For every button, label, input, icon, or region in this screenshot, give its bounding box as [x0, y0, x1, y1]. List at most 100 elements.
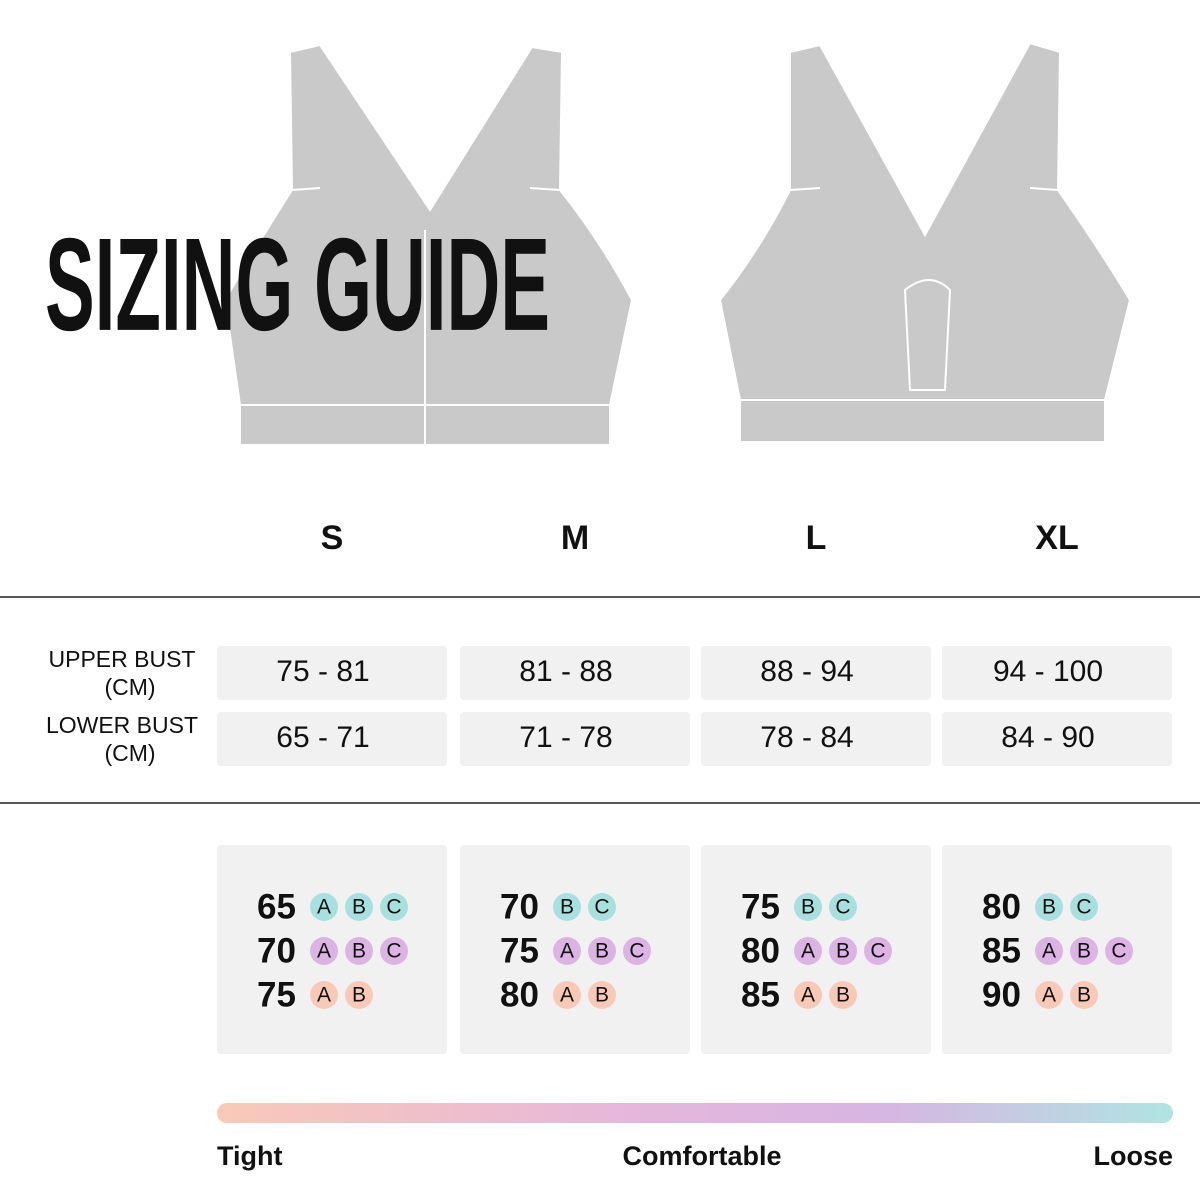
value-cell: [942, 712, 1172, 766]
band-size: 85: [982, 931, 1021, 970]
cup-badge: [588, 981, 616, 1009]
cup-badge: [794, 981, 822, 1009]
cup-badge: [1070, 937, 1098, 965]
band-size: 90: [982, 975, 1021, 1014]
band-size: 65: [257, 887, 296, 926]
cup-letter: C: [629, 940, 644, 963]
size-label: XL: [1035, 519, 1078, 557]
cup-badge: [1035, 981, 1063, 1009]
row-unit: (CM): [104, 674, 155, 700]
value-text: 88 - 94: [760, 655, 853, 688]
cup-badge: [829, 893, 857, 921]
value-cell: [942, 646, 1172, 700]
row-label: UPPER BUST: [49, 646, 196, 672]
cup-badge: [1105, 937, 1133, 965]
value-text: 65 - 71: [276, 721, 369, 754]
value-cell: [460, 712, 690, 766]
value-text: 71 - 78: [519, 721, 612, 754]
band-size: 75: [257, 975, 296, 1014]
value-cell: [701, 712, 931, 766]
cup-letter: B: [1077, 940, 1091, 963]
band-size: 75: [741, 887, 780, 926]
cup-letter: C: [870, 940, 885, 963]
cup-letter: A: [1042, 984, 1056, 1007]
cup-letter: C: [835, 896, 850, 919]
value-text: 94 - 100: [993, 655, 1103, 688]
cup-badge: [345, 893, 373, 921]
cup-badge: [345, 981, 373, 1009]
value-cell: [217, 712, 447, 766]
cup-badge: [794, 893, 822, 921]
cup-letter: C: [1076, 896, 1091, 919]
value-cell: [217, 646, 447, 700]
band-size: 80: [741, 931, 780, 970]
value-text: 84 - 90: [1001, 721, 1094, 754]
front-illustration: [223, 43, 634, 446]
cup-letter: A: [801, 940, 815, 963]
band-size: 80: [500, 975, 539, 1014]
size-label: L: [806, 519, 827, 557]
cup-badge: [623, 937, 651, 965]
cup-badge: [310, 981, 338, 1009]
cup-badge: [794, 937, 822, 965]
cup-badge: [380, 937, 408, 965]
cup-badge: [1035, 893, 1063, 921]
cup-badge: [864, 937, 892, 965]
cup-letter: B: [836, 984, 850, 1007]
cup-letter: C: [386, 940, 401, 963]
band-size: 75: [500, 931, 539, 970]
size-label: S: [321, 519, 344, 557]
cup-badge: [588, 893, 616, 921]
cup-badge: [829, 937, 857, 965]
cup-letter: B: [352, 896, 366, 919]
size-label: M: [561, 519, 589, 557]
band-size: 70: [500, 887, 539, 926]
scale-low: Tight: [217, 1141, 282, 1171]
cup-badge: [588, 937, 616, 965]
band-size: 80: [982, 887, 1021, 926]
cup-letter: A: [317, 984, 331, 1007]
cup-badge: [310, 937, 338, 965]
cup-letter: B: [352, 984, 366, 1007]
row-label: LOWER BUST: [46, 712, 198, 738]
cup-letter: B: [352, 940, 366, 963]
back-illustration: [718, 41, 1132, 443]
fit-gradient: [217, 1103, 1173, 1123]
cup-badge: [553, 893, 581, 921]
cup-letter: B: [836, 940, 850, 963]
band-size: 85: [741, 975, 780, 1014]
cup-badge: [310, 893, 338, 921]
cup-badge: [1070, 893, 1098, 921]
scale-high: Loose: [1093, 1141, 1173, 1171]
value-text: 78 - 84: [760, 721, 853, 754]
cup-letter: C: [594, 896, 609, 919]
cup-letter: B: [1077, 984, 1091, 1007]
cup-badge: [829, 981, 857, 1009]
cup-badge: [345, 937, 373, 965]
cup-badge: [1070, 981, 1098, 1009]
cup-letter: B: [801, 896, 815, 919]
cup-badge: [1035, 937, 1063, 965]
cup-letter: C: [386, 896, 401, 919]
cup-badge: [553, 981, 581, 1009]
cup-letter: A: [317, 940, 331, 963]
band-size: 70: [257, 931, 296, 970]
cup-letter: C: [1111, 940, 1126, 963]
cup-letter: A: [560, 940, 574, 963]
cup-badge: [380, 893, 408, 921]
value-cell: [701, 646, 931, 700]
cup-letter: B: [595, 940, 609, 963]
cup-badge: [553, 937, 581, 965]
cup-letter: A: [317, 896, 331, 919]
value-text: 75 - 81: [276, 655, 369, 688]
value-cell: [460, 646, 690, 700]
value-text: 81 - 88: [519, 655, 612, 688]
row-unit: (CM): [104, 740, 155, 766]
cup-letter: A: [560, 984, 574, 1007]
cup-letter: B: [1042, 896, 1056, 919]
title: SIZING GUIDE: [45, 211, 550, 358]
scale-mid: Comfortable: [622, 1141, 781, 1171]
cup-letter: A: [801, 984, 815, 1007]
cup-letter: B: [595, 984, 609, 1007]
